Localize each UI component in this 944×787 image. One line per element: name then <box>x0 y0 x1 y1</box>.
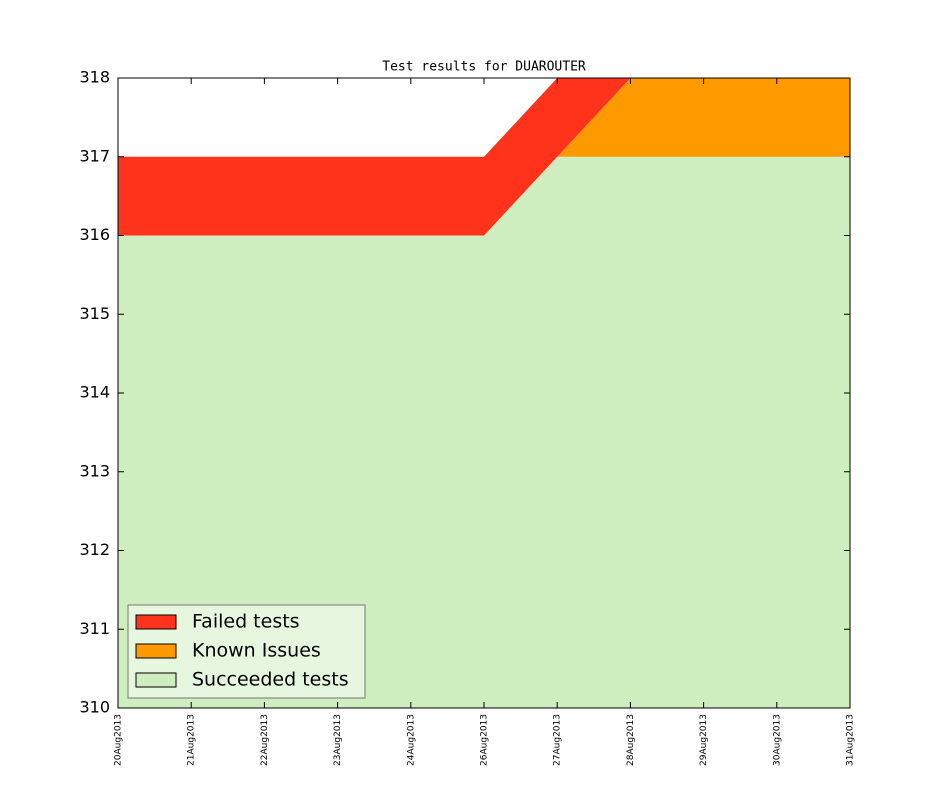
axes: 310 311 312 313 314 315 316 317 318 20Aug2013 21Au… <box>79 68 855 766</box>
y-tick-label: 310 <box>79 698 110 717</box>
y-tick-label: 316 <box>79 225 110 244</box>
x-tick-label: 30Aug2013 <box>772 714 782 766</box>
y-tick-label: 314 <box>79 383 110 402</box>
x-tick-label: 28Aug2013 <box>626 714 636 766</box>
y-tick-label: 315 <box>79 304 110 323</box>
y-tick-label: 312 <box>79 540 110 559</box>
legend-label: Known Issues <box>192 640 321 662</box>
legend-swatch <box>135 672 177 688</box>
x-tick-label: 27Aug2013 <box>553 714 563 766</box>
area <box>118 78 850 236</box>
y-tick-label: 318 <box>79 68 110 87</box>
chart-title: Test results for DUAROUTER <box>382 60 586 75</box>
y-tick-label: 317 <box>79 146 110 165</box>
area <box>118 156 850 708</box>
y-tick-label: 311 <box>79 619 110 638</box>
x-tick-label: 23Aug2013 <box>333 714 343 766</box>
legend-label: Failed tests <box>192 611 300 633</box>
x-tick-label: 21Aug2013 <box>187 714 197 766</box>
y-tick-label: 313 <box>79 461 110 480</box>
x-tick-label: 24Aug2013 <box>406 714 416 766</box>
x-tick-label: 22Aug2013 <box>260 714 270 766</box>
area <box>118 78 850 236</box>
legend-label: Succeeded tests <box>192 669 349 691</box>
x-tick-label: 31Aug2013 <box>846 714 856 766</box>
legend-swatch <box>135 643 177 659</box>
x-tick-label: 29Aug2013 <box>699 714 709 766</box>
plot-area <box>118 78 850 708</box>
x-tick-label: 20Aug2013 <box>114 714 124 766</box>
x-tick-label: 26Aug2013 <box>480 714 490 766</box>
legend-swatch <box>135 614 177 630</box>
